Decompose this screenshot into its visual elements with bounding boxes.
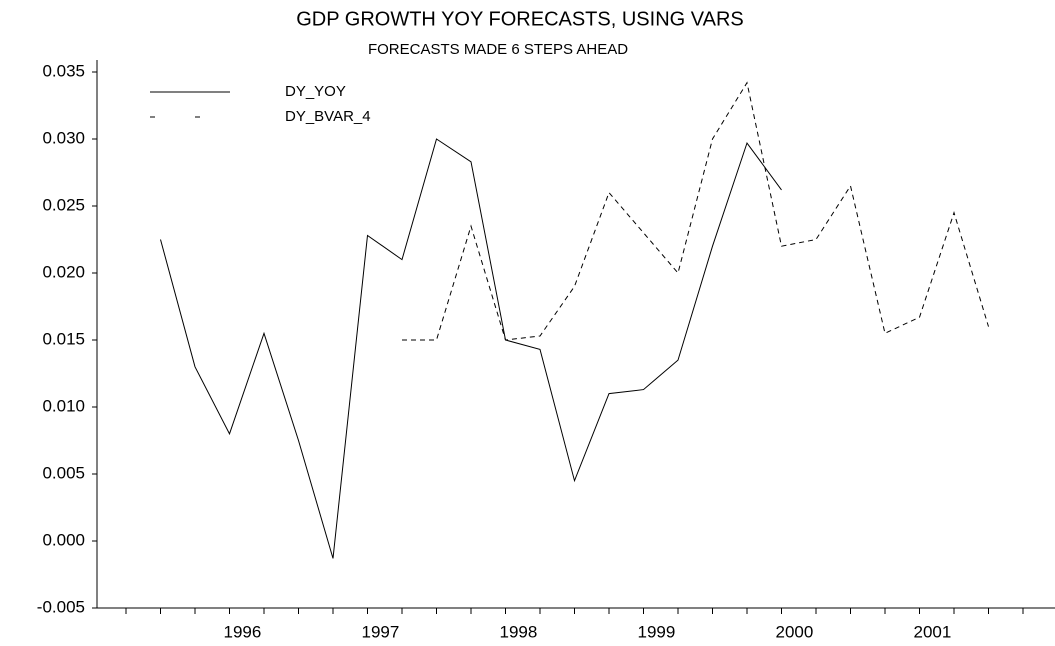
x-tick-label: 1996 — [224, 622, 262, 641]
y-tick-label: 0.020 — [42, 262, 85, 281]
x-tick-label: 2001 — [914, 622, 952, 641]
chart-subtitle: FORECASTS MADE 6 STEPS AHEAD — [368, 41, 628, 58]
x-tick-label: 1998 — [500, 622, 538, 641]
y-tick-label: 0.035 — [42, 61, 85, 80]
y-tick-label: 0.005 — [42, 463, 85, 482]
series-line — [160, 138, 782, 559]
y-tick-label: 0.000 — [42, 530, 85, 549]
x-tick-label: 1999 — [638, 622, 676, 641]
y-tick-label: 0.010 — [42, 396, 85, 415]
legend-label: DY_BVAR_4 — [285, 108, 371, 125]
y-tick-label: -0.005 — [37, 597, 85, 616]
series-line — [402, 81, 989, 341]
x-tick-label: 2000 — [776, 622, 814, 641]
chart-title: GDP GROWTH YOY FORECASTS, USING VARS — [296, 8, 743, 30]
legend-label: DY_YOY — [285, 83, 346, 100]
y-tick-label: 0.025 — [42, 195, 85, 214]
y-tick-label: 0.030 — [42, 128, 85, 147]
y-tick-label: 0.015 — [42, 329, 85, 348]
x-tick-label: 1997 — [362, 622, 400, 641]
